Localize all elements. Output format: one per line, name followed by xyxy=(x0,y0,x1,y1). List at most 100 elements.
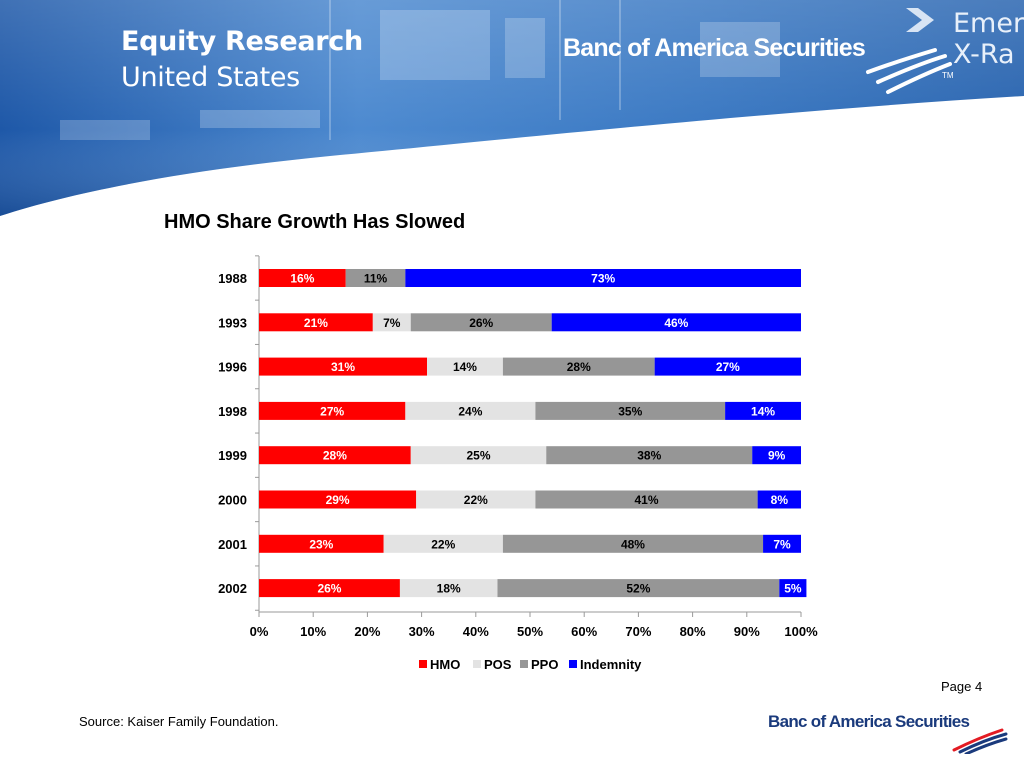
bar-indemnity-1998 xyxy=(725,401,801,420)
bar-pos-2000 xyxy=(416,490,536,509)
legend-label-pos: POS xyxy=(484,657,512,672)
data-label-ppo-1999: 38% xyxy=(637,449,661,463)
data-label-indemnity-2000: 8% xyxy=(771,493,789,507)
data-label-ppo-2001: 48% xyxy=(621,537,645,551)
bar-ppo-1996 xyxy=(502,357,655,376)
data-label-indemnity-1993: 46% xyxy=(664,316,688,330)
x-tick-label: 0% xyxy=(250,624,269,639)
chart-title: HMO Share Growth Has Slowed xyxy=(164,211,466,233)
report-region: United States xyxy=(121,62,300,93)
report-title: Equity Research xyxy=(121,26,363,57)
data-label-hmo-1998: 27% xyxy=(320,404,344,418)
x-tick-label: 60% xyxy=(571,624,597,639)
data-label-hmo-2001: 23% xyxy=(309,537,333,551)
page-number: Page 4 xyxy=(941,679,983,694)
x-tick-label: 80% xyxy=(680,624,706,639)
legend-swatch-ppo xyxy=(520,660,528,668)
data-label-indemnity-1998: 14% xyxy=(751,404,775,418)
bar-indemnity-1988 xyxy=(405,269,801,287)
source-note: Source: Kaiser Family Foundation. xyxy=(79,714,279,729)
data-label-pos-2001: 22% xyxy=(431,537,455,551)
x-tick-label: 40% xyxy=(463,624,489,639)
bar-hmo-2001 xyxy=(259,534,384,553)
bar-hmo-1993 xyxy=(259,313,373,332)
data-label-ppo-2002: 52% xyxy=(626,582,650,596)
bar-pos-2001 xyxy=(383,534,503,553)
data-label-indemnity-2001: 7% xyxy=(773,537,791,551)
bar-indemnity-2002 xyxy=(779,579,807,598)
header-banner: TM Equity Research United States Banc of… xyxy=(0,0,1024,230)
category-label-1993: 1993 xyxy=(218,315,247,330)
legend-label-hmo: HMO xyxy=(430,657,460,672)
bar-ppo-2000 xyxy=(535,490,758,509)
bar-indemnity-1993 xyxy=(551,313,801,332)
bar-indemnity-1996 xyxy=(654,357,801,376)
legend-swatch-hmo xyxy=(419,660,427,668)
x-tick-label: 50% xyxy=(517,624,543,639)
x-tick-label: 70% xyxy=(625,624,651,639)
data-label-hmo-1996: 31% xyxy=(331,360,355,374)
bar-hmo-2002 xyxy=(259,579,400,598)
data-label-pos-1998: 24% xyxy=(458,404,482,418)
bar-hmo-1998 xyxy=(259,401,406,420)
data-label-hmo-2002: 26% xyxy=(317,582,341,596)
bar-hmo-1996 xyxy=(259,357,428,376)
trademark-mark: TM xyxy=(942,71,954,80)
legend-label-ppo: PPO xyxy=(531,657,558,672)
data-label-pos-1996: 14% xyxy=(453,360,477,374)
data-label-pos-2002: 18% xyxy=(437,582,461,596)
bar-pos-1996 xyxy=(427,357,503,376)
legend-swatch-pos xyxy=(473,660,481,668)
category-label-2000: 2000 xyxy=(218,493,247,508)
category-label-2002: 2002 xyxy=(218,581,247,596)
header-photo-background: TM xyxy=(0,0,1024,216)
data-label-hmo-1993: 21% xyxy=(304,316,328,330)
data-label-ppo-1996: 28% xyxy=(567,360,591,374)
bar-ppo-2002 xyxy=(497,579,780,598)
x-tick-label: 100% xyxy=(784,624,818,639)
bar-hmo-2000 xyxy=(259,490,417,509)
bar-ppo-1999 xyxy=(546,446,753,465)
data-label-hmo-1988: 16% xyxy=(290,272,314,286)
category-label-1996: 1996 xyxy=(218,360,247,375)
bar-ppo-1998 xyxy=(535,401,726,420)
data-label-hmo-1999: 28% xyxy=(323,449,347,463)
x-tick-label: 10% xyxy=(300,624,326,639)
bar-ppo-2001 xyxy=(502,534,764,553)
category-label-2001: 2001 xyxy=(218,537,247,552)
x-tick-label: 20% xyxy=(354,624,380,639)
bar-indemnity-2001 xyxy=(763,534,801,553)
bar-pos-1993 xyxy=(372,313,411,332)
data-label-indemnity-1999: 9% xyxy=(768,449,786,463)
background-sign-text: Emerg X-Ra xyxy=(953,8,1024,70)
data-label-hmo-2000: 29% xyxy=(326,493,350,507)
bar-ppo-1988 xyxy=(345,269,406,287)
bar-ppo-1993 xyxy=(410,313,552,332)
bar-indemnity-1999 xyxy=(752,446,801,465)
bar-pos-1998 xyxy=(405,401,536,420)
data-label-indemnity-2002: 5% xyxy=(784,582,802,596)
bar-pos-2002 xyxy=(399,579,498,598)
data-label-ppo-1993: 26% xyxy=(469,316,493,330)
data-label-indemnity-1996: 27% xyxy=(716,360,740,374)
data-label-ppo-1998: 35% xyxy=(618,404,642,418)
bar-indemnity-2000 xyxy=(757,490,801,509)
legend-swatch-indemnity xyxy=(569,660,577,668)
bar-hmo-1988 xyxy=(259,269,346,287)
brand-logo-bottom: Banc of America Securities xyxy=(768,712,970,731)
x-tick-label: 90% xyxy=(734,624,760,639)
data-label-pos-2000: 22% xyxy=(464,493,488,507)
header-flag-logo-icon xyxy=(866,48,952,94)
category-label-1999: 1999 xyxy=(218,448,247,463)
data-label-pos-1993: 7% xyxy=(383,316,401,330)
x-tick-label: 30% xyxy=(409,624,435,639)
brand-logo-top: Banc of America Securities xyxy=(563,34,866,62)
data-label-indemnity-1988: 73% xyxy=(591,272,615,286)
category-label-1998: 1998 xyxy=(218,404,247,419)
data-label-pos-1999: 25% xyxy=(466,449,490,463)
category-label-1988: 1988 xyxy=(218,271,247,286)
header-arrow-icon xyxy=(906,8,934,32)
stacked-bar-chart: 1988 16% 11% 73% 1993 21% 7% 26% 46% 1996 31% 14% 28… xyxy=(218,255,818,672)
bar-pos-1999 xyxy=(410,446,547,465)
bar-hmo-1999 xyxy=(259,446,411,465)
